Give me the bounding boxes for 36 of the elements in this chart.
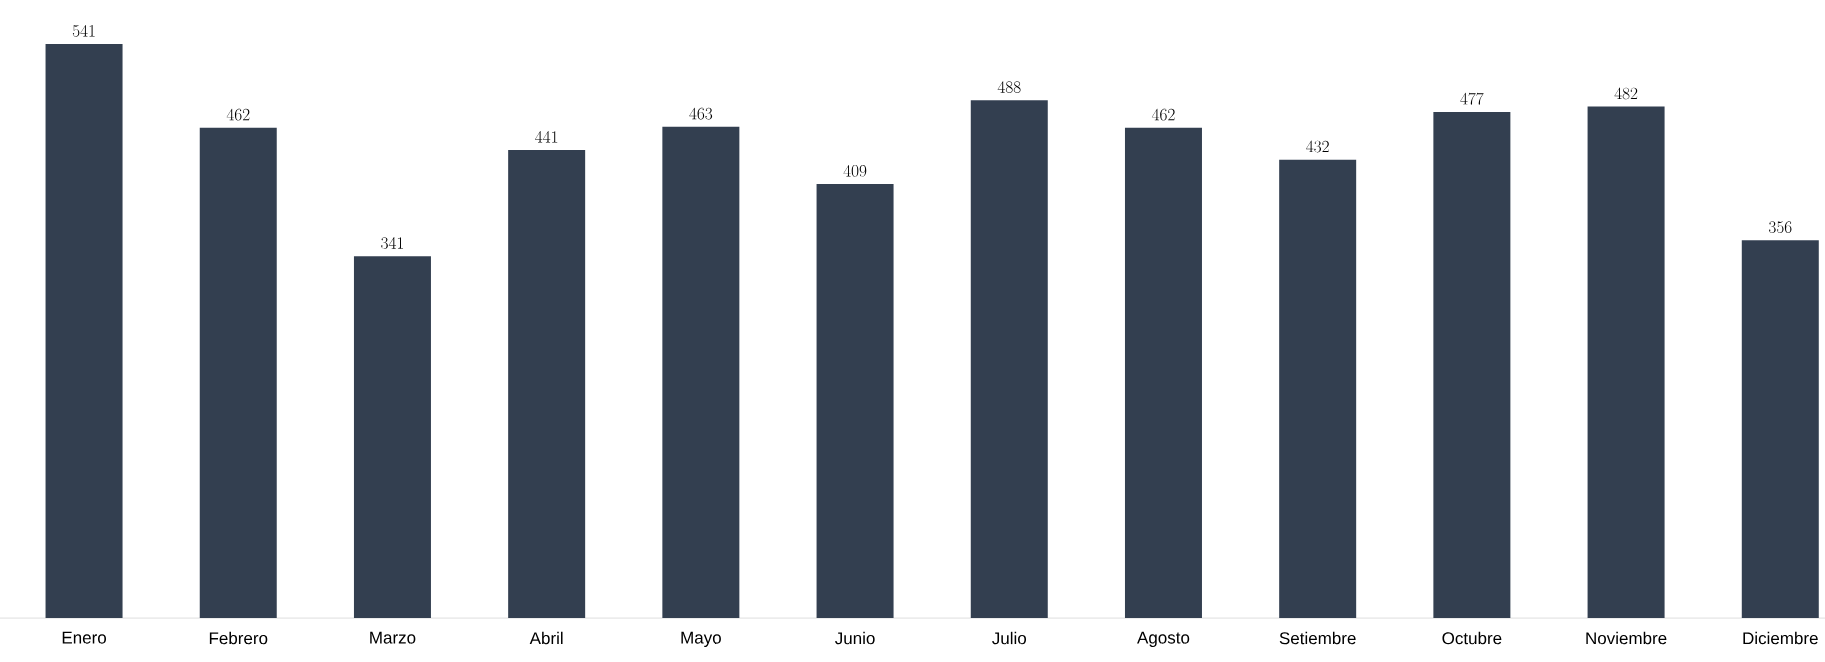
- bar: [1124, 127, 1202, 618]
- x-tick-label: Agosto: [1137, 631, 1190, 648]
- bar: [662, 126, 740, 618]
- bar: [45, 44, 123, 618]
- data-label: 477: [1460, 92, 1484, 105]
- x-tick-label: Abril: [529, 631, 563, 645]
- x-tick-label: Setiembre: [1279, 631, 1356, 645]
- x-tick-label: Febrero: [209, 631, 268, 645]
- data-label: 341: [381, 237, 404, 249]
- x-tick-label: Octubre: [1442, 631, 1502, 645]
- x-tick-label: Junio: [835, 631, 875, 645]
- x-tick-label: Marzo: [370, 631, 416, 644]
- data-label: 462: [226, 108, 250, 121]
- data-label: 462: [1151, 108, 1175, 121]
- bar: [508, 150, 586, 618]
- x-tick-label: Diciembre: [1743, 631, 1818, 645]
- x-tick-label: Noviembre: [1586, 631, 1667, 645]
- data-label: 482: [1614, 87, 1638, 100]
- bar: [353, 256, 431, 618]
- data-label: 488: [997, 81, 1021, 93]
- bar: [1433, 111, 1511, 618]
- bar: [1279, 159, 1357, 618]
- data-label: 441: [535, 131, 558, 143]
- data-label: 409: [843, 164, 867, 177]
- data-label: 432: [1306, 140, 1329, 153]
- bar: [199, 127, 277, 618]
- x-tick-label: Mayo: [681, 631, 721, 648]
- bar: [816, 184, 894, 618]
- data-label: 356: [1768, 221, 1792, 234]
- data-label: 463: [689, 107, 713, 120]
- x-tick-label: Enero: [62, 631, 106, 644]
- x-tick-label: Julio: [992, 631, 1027, 645]
- bar: [970, 100, 1048, 618]
- bar: [1741, 240, 1819, 618]
- bar: [1587, 106, 1665, 618]
- data-label: 541: [72, 24, 95, 37]
